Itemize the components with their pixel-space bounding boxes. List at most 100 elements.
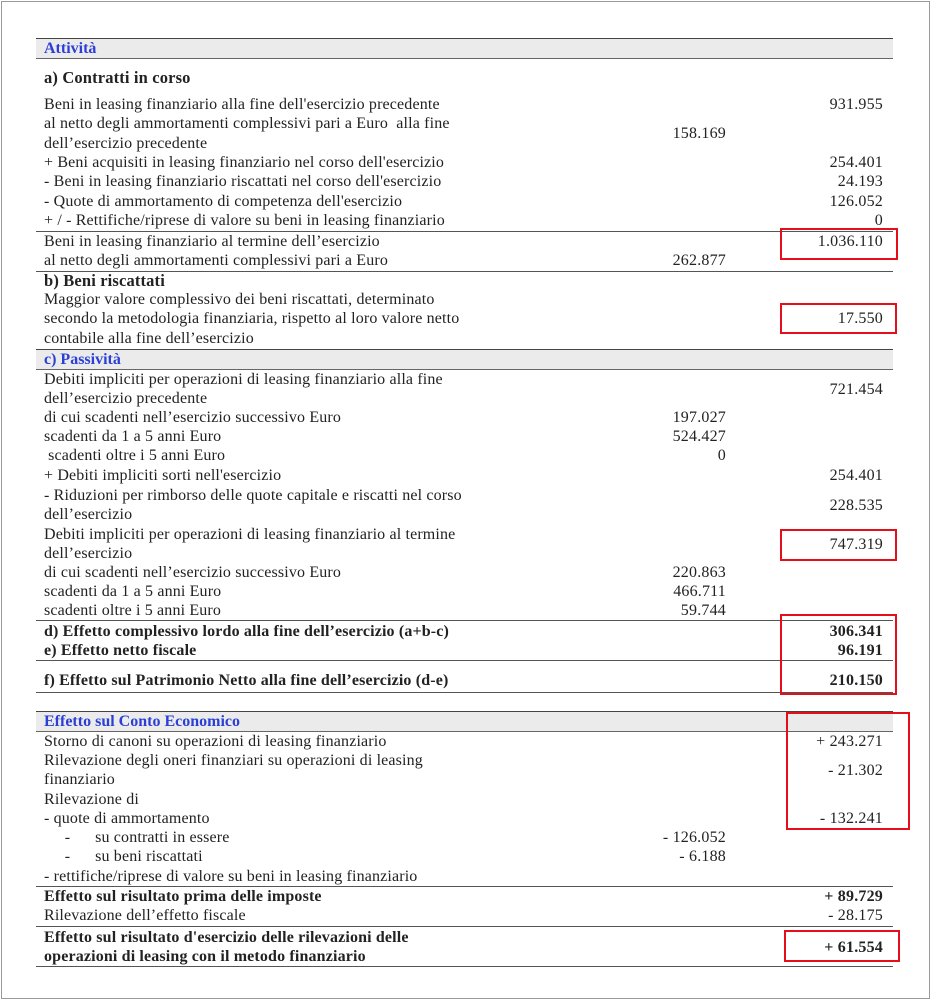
detail-amount: - 126.052 — [662, 829, 726, 846]
table-row: Debiti impliciti per operazioni di leasi… — [36, 525, 893, 564]
section-title: c) Passività — [44, 351, 121, 368]
row-label: Maggior valore complessivo dei beni risc… — [44, 291, 435, 308]
row-label: - quote di ammortamento — [44, 810, 210, 827]
table-row: + Debiti impliciti sorti nell'esercizio 2… — [36, 466, 893, 485]
row-label: finanziario — [44, 771, 115, 789]
section-title: Attività — [44, 40, 97, 57]
divider — [36, 231, 893, 232]
detail-amount: 466.711 — [673, 583, 726, 600]
section-header: c) Passività — [36, 349, 893, 370]
highlight-box — [780, 614, 897, 695]
row-label: scadenti da 1 a 5 anni Euro — [44, 583, 222, 600]
table-row: scadenti da 1 a 5 anni Euro 466.711 — [36, 582, 893, 601]
row-label: e) Effetto netto fiscale — [44, 642, 197, 659]
table-row: Storno di canoni su operazioni di leasin… — [36, 732, 893, 751]
total-amount: 254.401 — [829, 467, 883, 484]
total-row: e) Effetto netto fiscale 96.191 — [36, 641, 893, 660]
total-amount: 747.319 — [829, 535, 883, 553]
table-row: Maggior valore complessivo dei beni risc… — [36, 290, 893, 348]
section-header: Attività — [36, 38, 893, 59]
table-row: - Beni in leasing finanziario riscattati… — [36, 172, 893, 191]
table-row: di cui scadenti nell’esercizio successiv… — [36, 408, 893, 427]
highlight-box — [780, 228, 898, 260]
row-label: contabile alla fine dell’esercizio — [44, 329, 254, 347]
row-label: Debiti impliciti per operazioni di leasi… — [44, 371, 443, 388]
row-label: Effetto sul risultato d'esercizio delle … — [44, 929, 409, 946]
detail-amount: 524.427 — [672, 428, 726, 445]
row-label: di cui scadenti nell’esercizio successiv… — [44, 409, 342, 426]
row-label: Storno di canoni su operazioni di leasin… — [44, 733, 387, 750]
row-label: - su beni riscattati — [44, 848, 203, 865]
total-row: Effetto sul risultato d'esercizio delle … — [36, 928, 893, 967]
row-label: - Quote di ammortamento di competenza de… — [44, 193, 403, 210]
row-label: scadenti oltre i 5 anni Euro — [44, 602, 222, 619]
table-row: Rilevazione degli oneri finanziari su op… — [36, 751, 893, 790]
total-row: f) Effetto sul Patrimonio Netto alla fin… — [36, 671, 893, 690]
row-label: dell’esercizio — [44, 506, 133, 524]
table-row: - Quote di ammortamento di competenza de… — [36, 192, 893, 211]
table-row: scadenti oltre i 5 anni Euro 0 — [36, 446, 893, 465]
total-row: Effetto sul risultato prima delle impost… — [36, 887, 893, 906]
row-label: Beni in leasing finanziario al termine d… — [44, 233, 380, 250]
row-label: + Debiti impliciti sorti nell'esercizio — [44, 467, 282, 484]
total-amount: 306.341 — [829, 623, 883, 640]
row-label: Rilevazione di — [44, 791, 139, 808]
detail-amount: 220.863 — [672, 564, 726, 581]
table-row: Beni in leasing finanziario al termine d… — [36, 232, 893, 271]
row-label: scadenti oltre i 5 anni Euro — [44, 447, 226, 464]
divider — [36, 620, 893, 621]
total-amount: 254.401 — [829, 154, 883, 171]
detail-amount: 59.744 — [680, 602, 726, 619]
total-amount: 126.052 — [829, 193, 883, 210]
row-label: + Beni acquisiti in leasing finanziario … — [44, 154, 445, 171]
section-title: Effetto sul Conto Economico — [44, 713, 240, 730]
table-row: + Beni acquisiti in leasing finanziario … — [36, 153, 893, 172]
total-amount: 24.193 — [837, 173, 883, 190]
total-amount: - 132.241 — [819, 810, 883, 827]
total-row: d) Effetto complessivo lordo alla fine d… — [36, 622, 893, 641]
divider — [36, 926, 893, 927]
row-label: secondo la metodologia finanziaria, risp… — [44, 310, 460, 328]
table-row: Rilevazione di — [36, 790, 893, 809]
detail-amount: 0 — [717, 447, 726, 464]
total-amount: + 61.554 — [824, 938, 883, 956]
row-label: Rilevazione degli oneri finanziari su op… — [44, 752, 423, 769]
row-label: f) Effetto sul Patrimonio Netto alla fin… — [44, 672, 449, 689]
highlight-box — [784, 930, 900, 962]
table-row: - su beni riscattati - 6.188 — [36, 847, 893, 866]
subsection-heading: a) Contratti in corso — [36, 68, 893, 87]
subsection-heading: b) Beni riscattati — [36, 271, 893, 290]
table-row: Rilevazione dell’effetto fiscale - 28.175 — [36, 906, 893, 925]
table-row: - Riduzioni per rimborso delle quote cap… — [36, 486, 893, 525]
row-label: b) Beni riscattati — [44, 271, 165, 290]
row-label: operazioni di leasing con il metodo fina… — [44, 948, 366, 966]
row-label: al netto degli ammortamenti complessivi … — [44, 115, 450, 133]
total-amount: 96.191 — [837, 642, 883, 659]
table-row: - rettifiche/riprese di valore su beni i… — [36, 867, 893, 886]
row-label: dell’esercizio — [44, 545, 133, 563]
total-amount: + 243.271 — [816, 733, 883, 750]
row-label: a) Contratti in corso — [44, 68, 191, 87]
table-row: scadenti oltre i 5 anni Euro 59.744 — [36, 601, 893, 620]
total-amount: 931.955 — [829, 96, 883, 113]
divider — [36, 660, 893, 661]
detail-amount: - 6.188 — [679, 848, 726, 865]
total-amount: - 21.302 — [828, 761, 883, 779]
row-label: + / - Rettifiche/riprese di valore su be… — [44, 212, 445, 229]
row-label: Rilevazione dell’effetto fiscale — [44, 907, 246, 924]
row-label: di cui scadenti nell’esercizio successiv… — [44, 564, 342, 581]
highlight-box — [786, 712, 910, 830]
row-label: - rettifiche/riprese di valore su beni i… — [44, 868, 418, 885]
row-label: scadenti da 1 a 5 anni Euro — [44, 428, 222, 445]
row-label: Effetto sul risultato prima delle impost… — [44, 888, 322, 905]
divider — [36, 692, 893, 693]
table-row: + / - Rettifiche/riprese di valore su be… — [36, 211, 893, 230]
table-row: Beni in leasing finanziario alla fine de… — [36, 95, 893, 153]
divider — [36, 271, 893, 272]
total-amount: + 89.729 — [824, 888, 883, 905]
row-label: - su contratti in essere — [44, 829, 230, 846]
row-label: d) Effetto complessivo lordo alla fine d… — [44, 623, 450, 640]
detail-amount: 197.027 — [672, 409, 726, 426]
total-amount: 721.454 — [829, 380, 883, 398]
total-amount: - 28.175 — [828, 907, 883, 924]
